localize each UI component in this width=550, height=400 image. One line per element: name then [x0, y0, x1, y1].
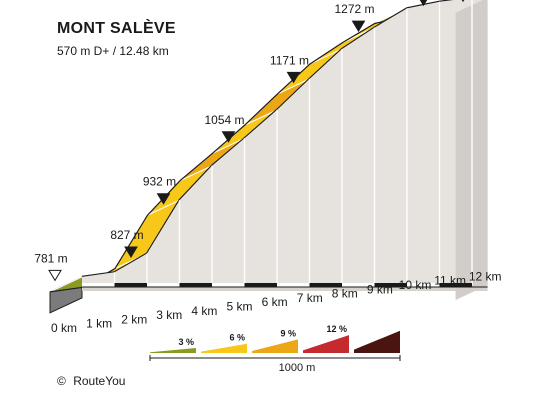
km-stripe — [439, 283, 472, 287]
elevation-label: 1171 m — [270, 53, 309, 67]
legend-grade-swatch — [150, 348, 196, 353]
km-stripe — [407, 283, 440, 287]
x-tick-label: 12 km — [469, 269, 502, 283]
x-tick-label: 11 km — [434, 274, 466, 288]
x-tick-label: 10 km — [399, 278, 432, 292]
x-tick-label: 6 km — [262, 295, 288, 309]
km-stripe — [374, 283, 407, 287]
km-stripe — [309, 283, 342, 287]
legend-grade-label: 9 % — [280, 328, 296, 338]
legend-grade-label: 12 % — [326, 324, 347, 334]
elevation-label: 1054 m — [204, 113, 244, 127]
elevation-label: 1272 m — [334, 2, 374, 16]
x-tick-label: 1 km — [86, 317, 112, 331]
x-tick-label: 7 km — [297, 291, 323, 305]
marker-triangle-icon — [124, 246, 138, 258]
elevation-label: 932 m — [143, 175, 176, 189]
legend-grade-swatch — [303, 335, 349, 353]
scale-label: 1000 m — [279, 362, 316, 374]
x-tick-label: 2 km — [121, 312, 147, 326]
x-tick-label: 9 km — [367, 282, 393, 296]
profile-side-face — [82, 0, 488, 285]
brand-name: RouteYou — [73, 374, 126, 388]
marker-open-triangle-icon — [48, 269, 62, 282]
marker-triangle-icon — [286, 71, 301, 84]
km-stripe — [212, 283, 245, 287]
x-tick-label: 3 km — [156, 308, 182, 322]
legend-grade-swatch — [354, 330, 400, 353]
marker-triangle-icon — [351, 20, 366, 33]
copyright: © RouteYou — [57, 374, 125, 388]
legend-grade-label: 6 % — [229, 333, 245, 343]
elevation-label: 827 m — [110, 228, 143, 242]
legend-grade-swatch — [252, 339, 298, 353]
marker-open-triangle-icon — [461, 0, 465, 3]
x-tick-label: 5 km — [226, 300, 252, 314]
legend-grade-label: 3 % — [178, 337, 194, 347]
marker-triangle-icon — [221, 131, 236, 143]
km-stripe — [147, 283, 180, 287]
elevation-label: 781 m — [34, 251, 67, 265]
marker-triangle-icon — [156, 193, 171, 205]
km-stripe — [179, 283, 212, 287]
km-stripe — [342, 283, 375, 287]
marker-triangle-icon — [419, 0, 428, 7]
chart-title: MONT SALÈVE — [57, 20, 176, 37]
copyright-icon: © — [57, 374, 66, 388]
x-tick-label: 8 km — [332, 287, 358, 301]
chart-subtitle: 570 m D+ / 12.48 km — [57, 44, 169, 58]
km-stripe — [244, 283, 277, 287]
km-stripe — [82, 283, 115, 287]
x-tick-label: 4 km — [191, 304, 217, 318]
x-tick-label: 0 km — [51, 321, 77, 335]
legend-grade-swatch — [201, 343, 247, 353]
km-stripe — [277, 283, 310, 287]
km-stripe — [114, 283, 147, 287]
